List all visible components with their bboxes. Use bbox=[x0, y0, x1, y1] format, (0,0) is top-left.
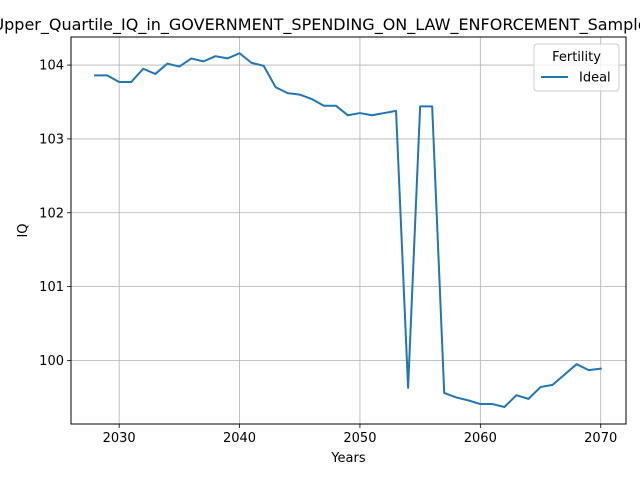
axis-ticks: 2030 2040 2050 2060 2070 100 101 102 103 104 bbox=[39, 59, 617, 446]
x-tick-label: 2040 bbox=[223, 431, 256, 446]
x-axis-label: Years bbox=[330, 451, 366, 466]
x-tick-label: 2030 bbox=[103, 431, 136, 446]
legend: Fertility Ideal bbox=[533, 43, 620, 92]
legend-entries: Ideal bbox=[541, 71, 611, 86]
plot-frame bbox=[70, 36, 627, 425]
legend-label: Ideal bbox=[579, 71, 611, 86]
x-tick-label: 2060 bbox=[464, 431, 497, 446]
y-tick-label: 104 bbox=[39, 59, 64, 74]
legend-title: Fertility bbox=[552, 50, 601, 65]
series-layer bbox=[94, 52, 602, 409]
chart-title: Upper_Quartile_IQ_in_GOVERNMENT_SPENDING… bbox=[0, 15, 640, 35]
y-tick-label: 102 bbox=[39, 206, 64, 221]
legend-box bbox=[533, 43, 620, 92]
y-tick-label: 103 bbox=[39, 132, 64, 147]
grid-lines bbox=[71, 37, 626, 424]
y-tick-label: 101 bbox=[39, 280, 64, 295]
y-axis-label: IQ bbox=[16, 223, 31, 237]
x-tick-label: 2050 bbox=[343, 431, 376, 446]
series-line bbox=[94, 52, 602, 409]
x-tick-label: 2070 bbox=[584, 431, 617, 446]
y-tick-label: 100 bbox=[39, 354, 64, 369]
